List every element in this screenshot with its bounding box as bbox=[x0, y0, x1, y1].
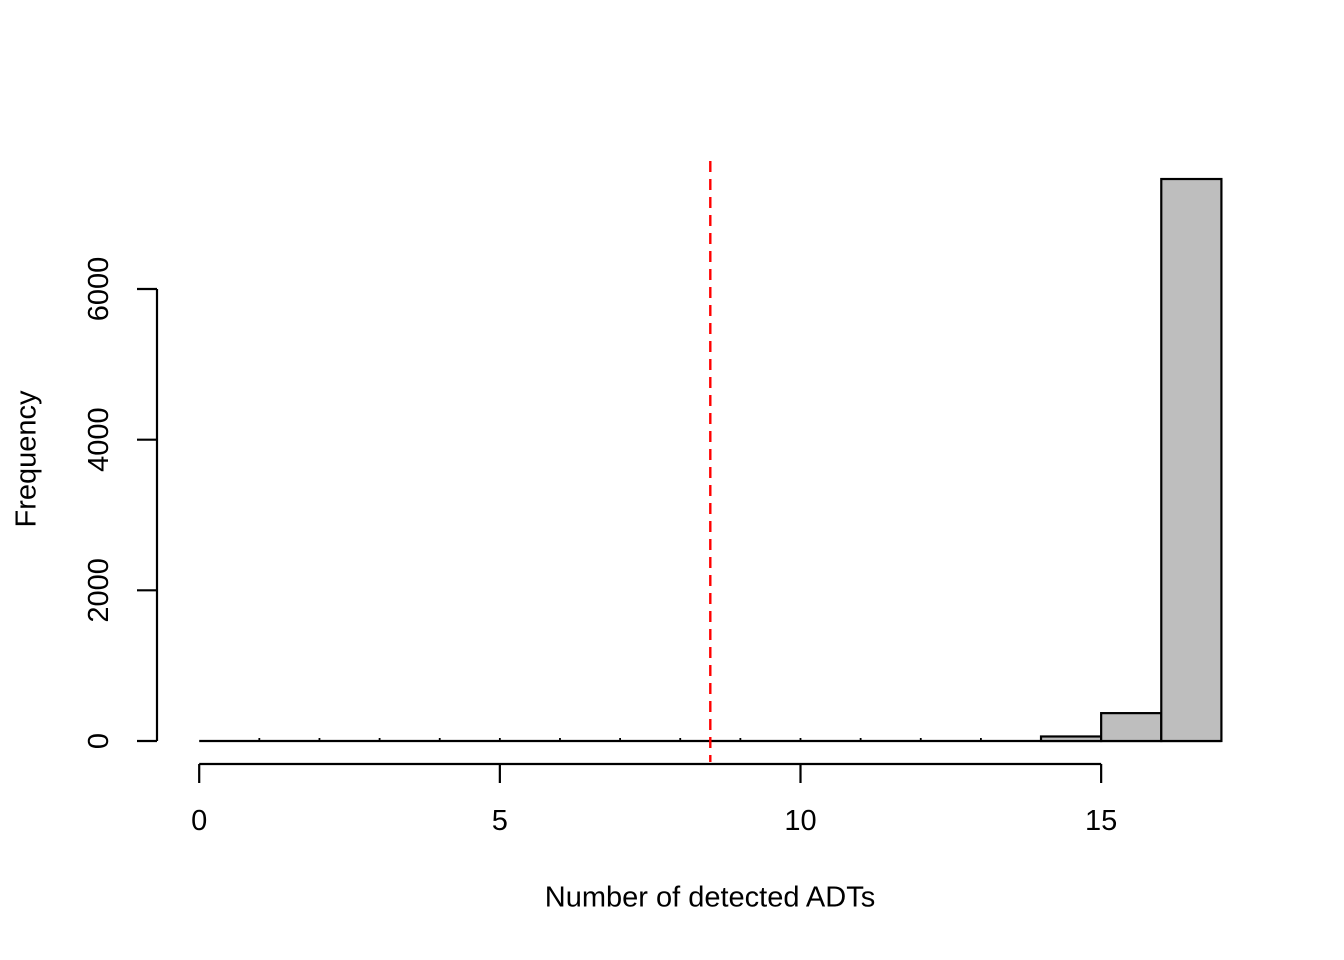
x-tick-label: 0 bbox=[191, 805, 207, 837]
y-tick-label: 6000 bbox=[83, 257, 115, 322]
y-tick-label: 0 bbox=[83, 733, 115, 749]
x-tick-label: 15 bbox=[1085, 805, 1117, 837]
histogram-bar bbox=[1160, 177, 1223, 743]
histogram-bar bbox=[1039, 735, 1103, 743]
x-axis-title: Number of detected ADTs bbox=[544, 881, 876, 914]
x-tick-label: 10 bbox=[784, 805, 816, 837]
y-tick-label: 4000 bbox=[83, 407, 115, 472]
y-axis-title: Frequency bbox=[10, 390, 43, 528]
y-tick-label: 2000 bbox=[83, 558, 115, 623]
x-tick-label: 5 bbox=[492, 805, 508, 837]
histogram-bar bbox=[1100, 712, 1163, 743]
